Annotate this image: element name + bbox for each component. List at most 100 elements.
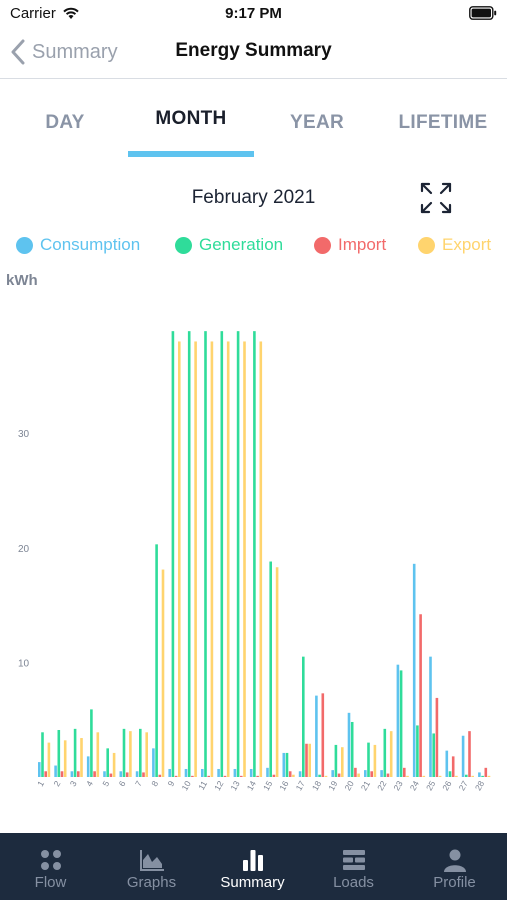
x-tick-label: 28 — [473, 779, 487, 792]
bar — [80, 738, 83, 777]
bar — [288, 771, 292, 777]
bar — [399, 670, 403, 777]
back-button[interactable]: Summary — [10, 37, 118, 67]
bar — [305, 743, 308, 777]
bar — [106, 748, 109, 777]
bar — [93, 771, 96, 777]
bar — [422, 775, 426, 777]
bar — [357, 773, 360, 777]
bar — [122, 728, 126, 777]
profile-icon — [444, 849, 466, 872]
bar — [103, 771, 106, 777]
tab-bar-flow[interactable]: Flow — [0, 833, 101, 900]
x-tick-label: 24 — [408, 779, 422, 792]
legend-label: Export — [442, 235, 492, 254]
bar — [158, 774, 162, 777]
bar — [419, 614, 422, 777]
legend-consumption[interactable]: Consumption — [16, 235, 140, 255]
legend-export[interactable]: Export — [418, 235, 491, 255]
bar — [403, 767, 406, 777]
bar — [396, 664, 400, 777]
bar — [318, 774, 321, 777]
expand-button[interactable] — [419, 181, 453, 215]
x-tick-label: 4 — [84, 779, 95, 788]
bar — [292, 774, 295, 777]
bar — [57, 730, 61, 777]
bar — [275, 567, 279, 777]
x-tick-label: 5 — [100, 779, 111, 788]
battery-icon — [469, 6, 497, 20]
bar — [324, 775, 328, 777]
bar — [487, 775, 491, 777]
tab-month[interactable]: MONTH — [155, 108, 227, 129]
tab-lifetime[interactable]: LIFETIME — [398, 112, 488, 133]
tab-bar-label: Profile — [433, 874, 476, 891]
bar — [259, 341, 263, 777]
bar — [60, 771, 64, 777]
tab-bar-profile[interactable]: Profile — [404, 833, 505, 900]
carrier-label: Carrier — [10, 5, 56, 22]
bar — [380, 770, 383, 777]
bar — [184, 768, 188, 777]
bar — [194, 341, 197, 777]
y-axis-unit-label: kWh — [6, 272, 38, 289]
x-tick-label: 20 — [342, 779, 356, 792]
bar — [236, 331, 240, 777]
status-bar: Carrier 9:17 PM — [0, 0, 507, 28]
bar — [432, 733, 435, 777]
bar — [152, 748, 155, 777]
bar — [47, 742, 51, 777]
bar — [315, 695, 318, 777]
bar — [112, 752, 116, 777]
x-tick-label: 6 — [117, 779, 128, 788]
bar — [226, 341, 230, 777]
bar — [448, 771, 452, 777]
legend-dot — [16, 236, 33, 254]
legend-generation[interactable]: Generation — [175, 235, 283, 255]
bar — [445, 750, 449, 777]
x-tick-label: 9 — [166, 779, 177, 788]
x-tick-label: 14 — [245, 779, 259, 792]
tab-bar-graphs[interactable]: Graphs — [101, 833, 202, 900]
bar — [302, 656, 305, 777]
x-tick-label: 25 — [424, 779, 438, 792]
summary-bars-icon — [243, 850, 263, 871]
bar — [253, 331, 256, 777]
x-tick-label: 3 — [68, 779, 79, 788]
bar — [484, 767, 488, 777]
legend-dot — [418, 236, 435, 254]
bar — [465, 774, 468, 777]
bar — [142, 772, 145, 777]
x-tick-label: 7 — [133, 779, 144, 788]
tab-bar-label: Loads — [333, 874, 374, 891]
bar — [155, 544, 158, 777]
x-tick-label: 18 — [310, 779, 324, 792]
bar — [282, 752, 286, 777]
bar — [63, 740, 67, 777]
bar — [249, 768, 253, 777]
legend-label: Generation — [199, 235, 284, 254]
bar — [272, 774, 276, 777]
tab-bar-loads[interactable]: Loads — [303, 833, 404, 900]
bar — [178, 341, 181, 777]
tab-bar-summary[interactable]: Summary — [202, 833, 303, 900]
bar — [243, 341, 246, 777]
x-tick-label: 11 — [196, 779, 209, 792]
flow-grid-icon — [41, 850, 61, 870]
bar — [435, 697, 439, 777]
bar — [308, 743, 311, 777]
tab-bar-label: Graphs — [126, 874, 177, 891]
tab-year[interactable]: YEAR — [290, 112, 344, 133]
bar — [471, 775, 474, 777]
bar — [54, 765, 57, 777]
bar — [201, 768, 204, 777]
bar — [90, 709, 93, 777]
bar — [429, 656, 432, 777]
tab-day[interactable]: DAY — [45, 112, 85, 133]
bar — [367, 742, 370, 777]
bar — [174, 775, 178, 777]
bar — [412, 563, 416, 777]
legend-import[interactable]: Import — [314, 235, 386, 255]
bar — [217, 768, 220, 777]
bar — [240, 775, 243, 777]
